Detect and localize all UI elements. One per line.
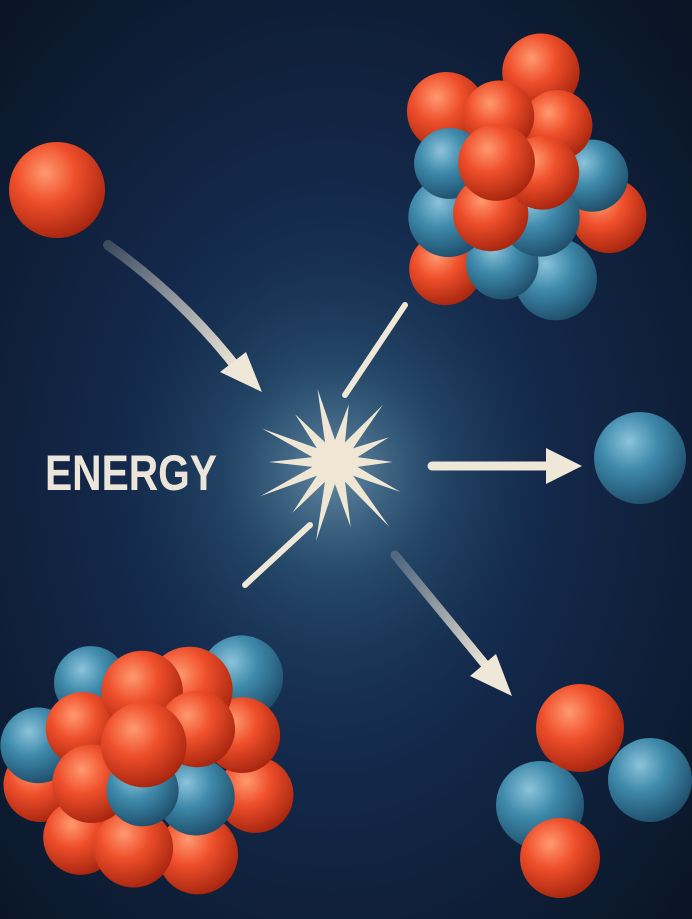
proton [520, 818, 600, 898]
fission-illustration: ENERGY [0, 0, 692, 919]
proton [101, 702, 186, 787]
neutron [608, 738, 692, 822]
page: ENERGY (() => { const data = JSON.parse(… [0, 0, 692, 919]
proton [458, 124, 535, 201]
energy-label: ENERGY [45, 445, 217, 501]
neutron [594, 412, 686, 504]
proton [536, 684, 624, 772]
proton [9, 142, 105, 238]
